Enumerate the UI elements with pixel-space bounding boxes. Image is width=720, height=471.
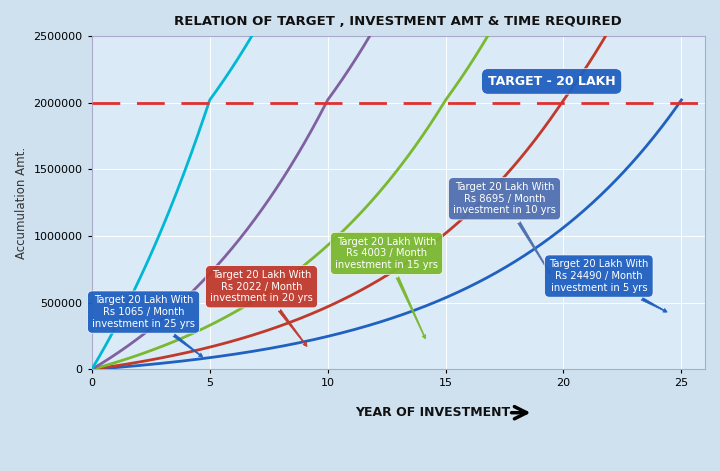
Text: Target 20 Lakh With
Rs 2022 / Month
investment in 20 yrs: Target 20 Lakh With Rs 2022 / Month inve…: [210, 270, 313, 347]
Title: RELATION OF TARGET , INVESTMENT AMT & TIME REQUIRED: RELATION OF TARGET , INVESTMENT AMT & TI…: [174, 15, 622, 28]
Text: Target 20 Lakh With
Rs 1065 / Month
investment in 25 yrs: Target 20 Lakh With Rs 1065 / Month inve…: [92, 295, 203, 357]
Text: Target 20 Lakh With
Rs 4003 / Month
investment in 15 yrs: Target 20 Lakh With Rs 4003 / Month inve…: [335, 237, 438, 339]
Text: TARGET - 20 LAKH: TARGET - 20 LAKH: [488, 75, 616, 88]
Text: Target 20 Lakh With
Rs 8695 / Month
investment in 10 yrs: Target 20 Lakh With Rs 8695 / Month inve…: [453, 182, 556, 274]
Text: Target 20 Lakh With
Rs 24490 / Month
investment in 5 yrs: Target 20 Lakh With Rs 24490 / Month inv…: [549, 260, 667, 312]
Y-axis label: Accumulation Amt.: Accumulation Amt.: [15, 146, 28, 259]
Text: YEAR OF INVESTMENT: YEAR OF INVESTMENT: [356, 406, 510, 419]
